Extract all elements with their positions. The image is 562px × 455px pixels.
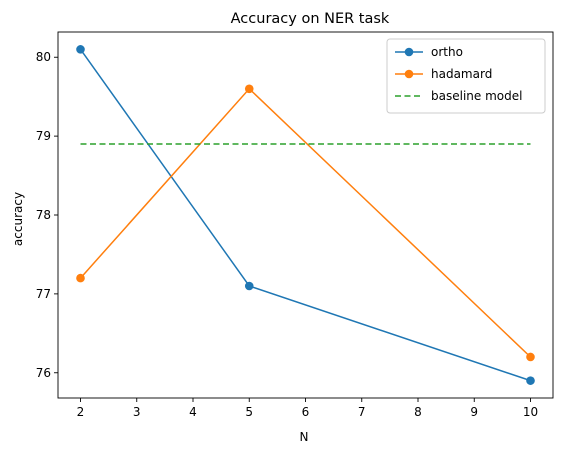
x-axis-label: N (300, 430, 309, 444)
x-tick-label-2: 2 (77, 405, 85, 419)
point-hadamard-10 (526, 352, 535, 362)
legend-label-hadamard: hadamard (431, 67, 492, 81)
x-tick-label-10: 10 (523, 405, 538, 419)
legend: ortho hadamard baseline model (386, 38, 546, 114)
y-tick-label-80: 80 (36, 50, 51, 64)
x-tick-label-7: 7 (358, 405, 366, 419)
legend-box (386, 38, 546, 114)
legend-label-ortho: ortho (431, 45, 463, 59)
point-hadamard-5 (244, 84, 254, 94)
point-ortho-10 (526, 376, 535, 385)
legend-marker-ortho (404, 47, 414, 57)
x-tick-label-9: 9 (470, 405, 478, 419)
x-tick-label-3: 3 (133, 405, 141, 419)
legend-label-baseline-model: baseline model (431, 89, 522, 103)
point-ortho-5 (244, 281, 254, 291)
x-tick-label-4: 4 (189, 405, 197, 419)
y-tick-label-77: 77 (36, 287, 51, 301)
point-ortho-2 (76, 45, 85, 54)
y-tick-label-78: 78 (36, 208, 51, 222)
x-tick-label-8: 8 (414, 405, 422, 419)
y-tick-label-76: 76 (36, 366, 51, 380)
y-axis-label: accuracy (11, 192, 25, 246)
x-tick-label-6: 6 (302, 405, 310, 419)
chart-title: Accuracy on NER task (231, 11, 390, 27)
x-tick-label-5: 5 (245, 405, 253, 419)
point-hadamard-2 (76, 273, 85, 283)
legend-marker-hadamard (404, 69, 414, 79)
y-tick-label-79: 79 (36, 129, 51, 143)
